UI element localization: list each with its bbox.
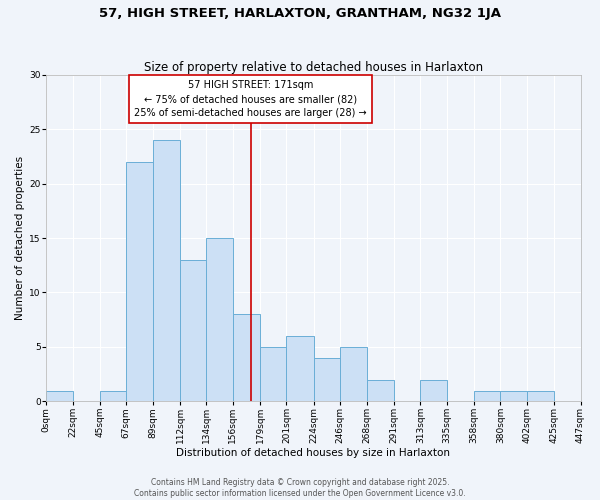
Bar bbox=[127, 162, 152, 402]
Bar bbox=[233, 314, 260, 402]
Bar bbox=[180, 260, 206, 402]
Bar bbox=[100, 390, 127, 402]
X-axis label: Distribution of detached houses by size in Harlaxton: Distribution of detached houses by size … bbox=[176, 448, 451, 458]
Title: Size of property relative to detached houses in Harlaxton: Size of property relative to detached ho… bbox=[144, 60, 483, 74]
Bar bbox=[152, 140, 180, 402]
Bar bbox=[314, 358, 340, 402]
Bar bbox=[286, 336, 314, 402]
Bar bbox=[421, 380, 446, 402]
Bar bbox=[367, 380, 394, 402]
Bar bbox=[260, 347, 286, 402]
Bar bbox=[340, 347, 367, 402]
Bar bbox=[46, 390, 73, 402]
Bar bbox=[206, 238, 233, 402]
Bar bbox=[474, 390, 500, 402]
Text: Contains HM Land Registry data © Crown copyright and database right 2025.
Contai: Contains HM Land Registry data © Crown c… bbox=[134, 478, 466, 498]
Text: 57, HIGH STREET, HARLAXTON, GRANTHAM, NG32 1JA: 57, HIGH STREET, HARLAXTON, GRANTHAM, NG… bbox=[99, 8, 501, 20]
Bar bbox=[500, 390, 527, 402]
Bar bbox=[527, 390, 554, 402]
Text: 57 HIGH STREET: 171sqm
← 75% of detached houses are smaller (82)
25% of semi-det: 57 HIGH STREET: 171sqm ← 75% of detached… bbox=[134, 80, 367, 118]
Y-axis label: Number of detached properties: Number of detached properties bbox=[15, 156, 25, 320]
